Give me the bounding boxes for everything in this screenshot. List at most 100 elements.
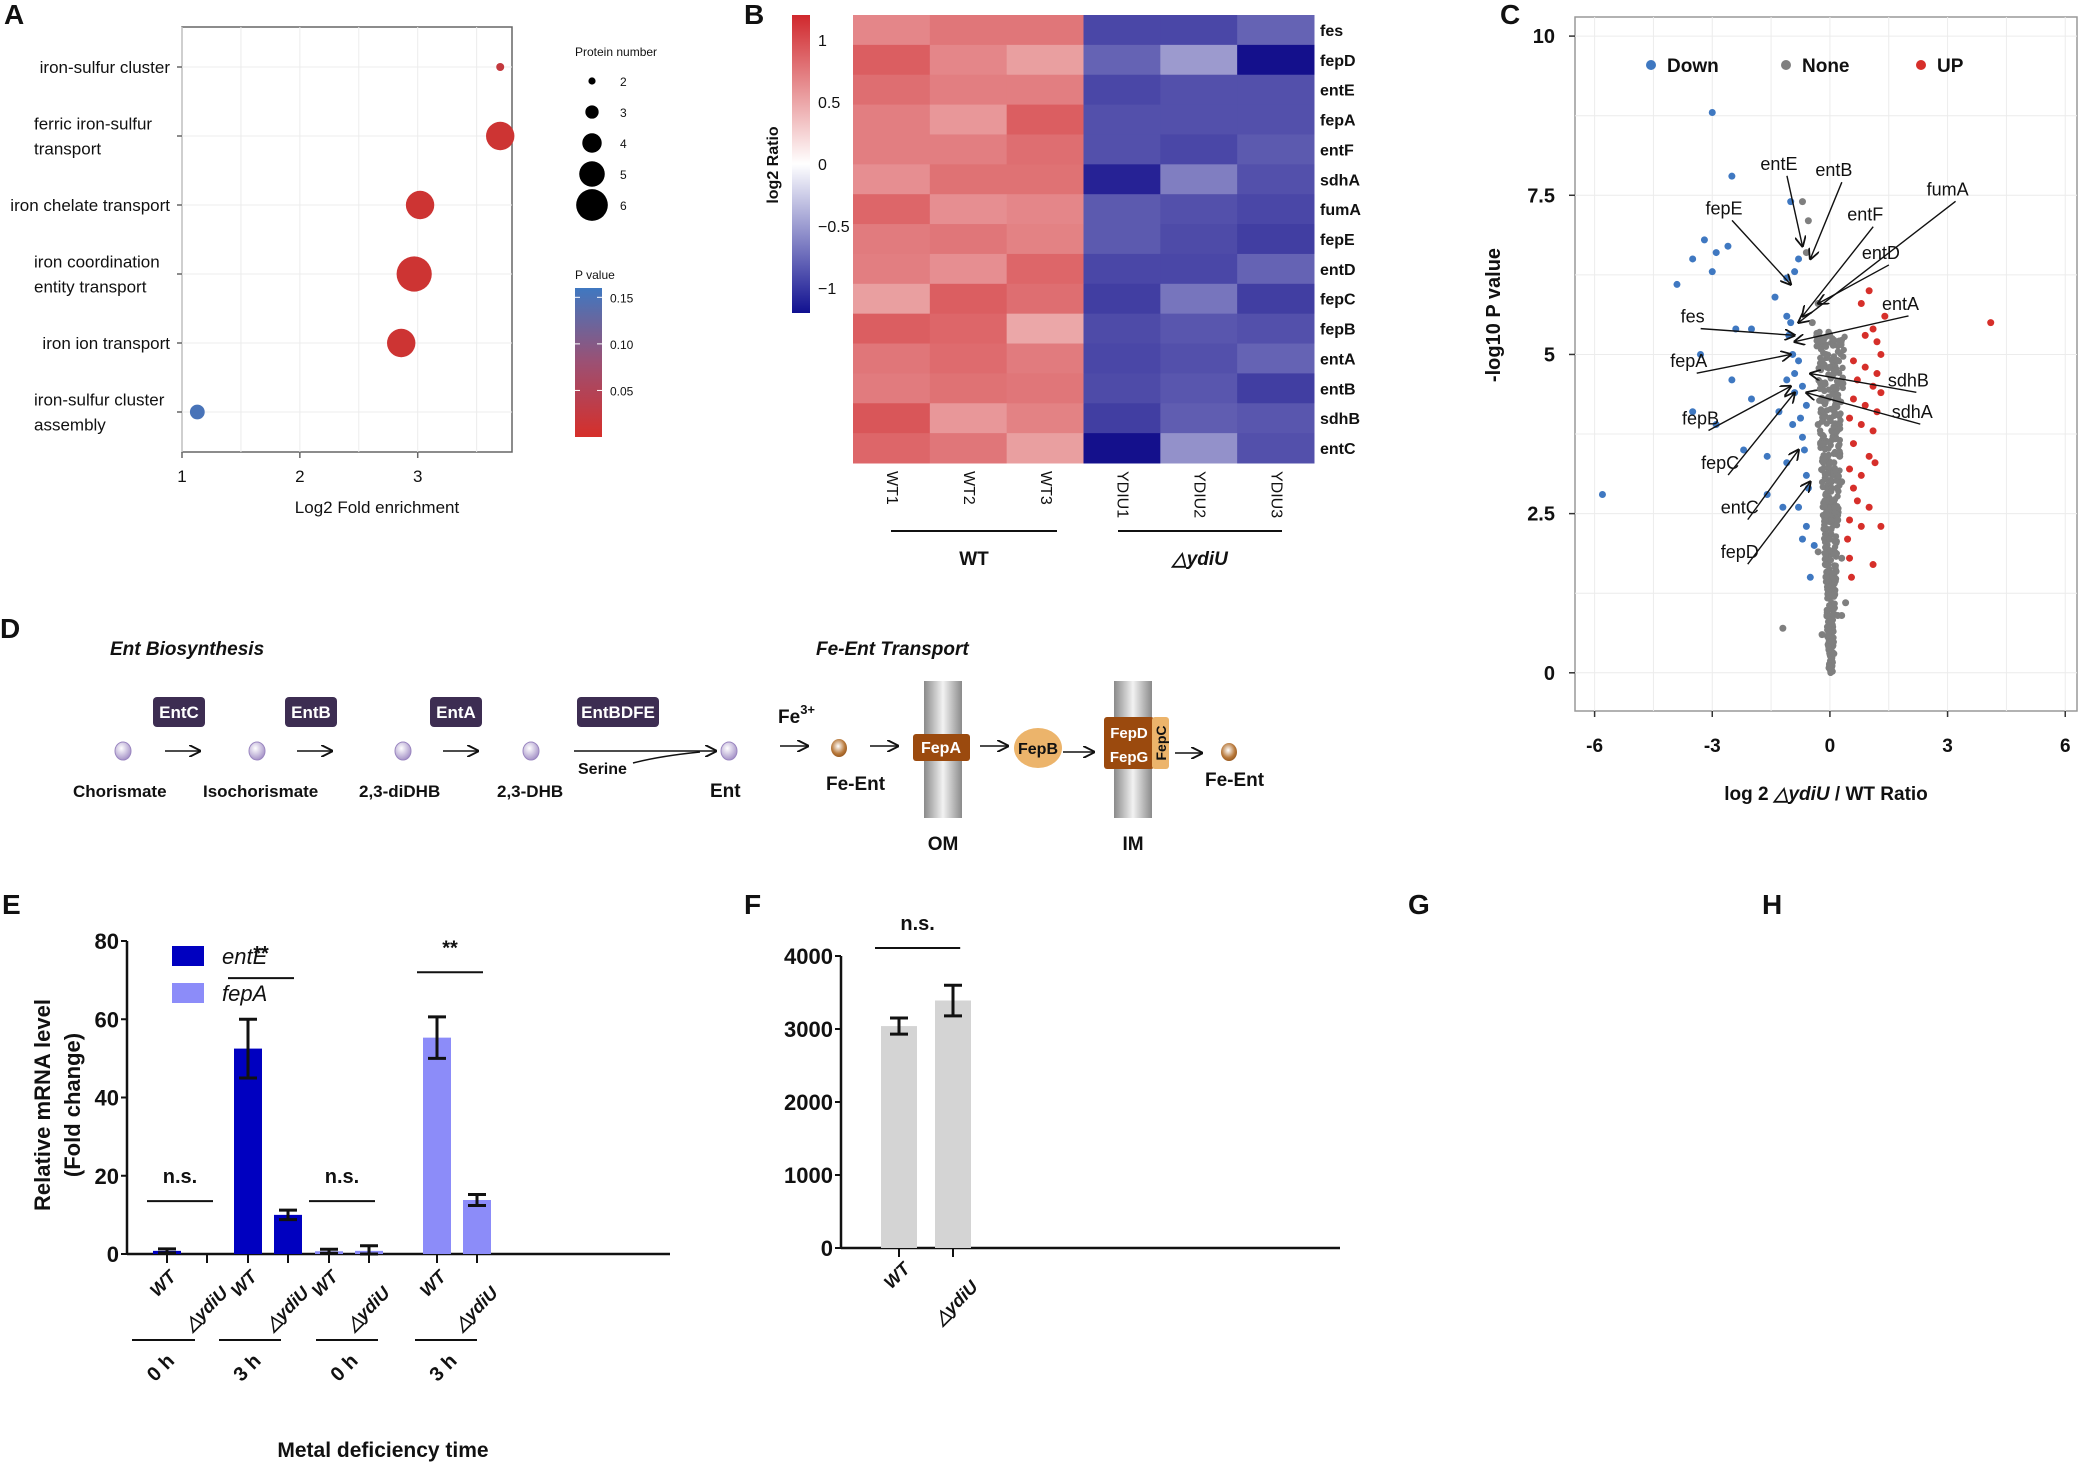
- none-point: [1825, 624, 1832, 631]
- down-point: [1740, 446, 1748, 454]
- heatmap-cell: [1006, 403, 1084, 434]
- up-point: [1861, 401, 1869, 409]
- y-tick-label: 10: [1533, 26, 1555, 48]
- bar: [423, 1037, 451, 1254]
- none-point: [1804, 217, 1812, 225]
- none-point: [1817, 346, 1825, 353]
- panel-label-d: D: [0, 613, 20, 644]
- biosynthesis-title: Ent Biosynthesis: [110, 639, 264, 660]
- heatmap-cell: [929, 313, 1008, 345]
- none-point: [1808, 319, 1816, 327]
- heatmap-cell: [929, 343, 1008, 374]
- heatmap-cell: [853, 44, 931, 76]
- enzyme-entbdfe: EntBDFE: [577, 697, 659, 727]
- legend-label-none: None: [1802, 56, 1850, 77]
- annotation-label: fepB: [1682, 408, 1719, 428]
- column-label: YDIU1: [1114, 471, 1131, 518]
- y-tick-label: iron-sulfur cluster: [34, 391, 165, 410]
- cosubstrate-serine: Serine: [578, 761, 627, 778]
- heatmap-cell: [853, 134, 931, 165]
- group-label: 3 h: [426, 1350, 462, 1386]
- down-point: [1771, 293, 1779, 301]
- down-point: [1798, 433, 1806, 441]
- protein-fepa: [913, 734, 970, 761]
- fe-ent-in-icon: [831, 739, 847, 757]
- heatmap-cell: [853, 74, 931, 106]
- enzyme-enta-label: EntA: [436, 703, 476, 722]
- x-axis-label-prefix: log 2: [1724, 784, 1774, 805]
- bubble-point: [486, 121, 515, 151]
- heatmap-cell: [1006, 253, 1084, 285]
- x-axis-label-suffix: / WT Ratio: [1830, 784, 1928, 805]
- size-legend-label: 5: [620, 168, 627, 182]
- none-point: [1838, 611, 1846, 619]
- none-point: [1830, 370, 1838, 378]
- x-tick-label: 0: [1825, 736, 1836, 757]
- none-point: [1830, 592, 1838, 600]
- up-point: [1857, 420, 1865, 428]
- heatmap-cell: [1083, 15, 1161, 46]
- row-label: fes: [1320, 23, 1343, 40]
- heatmap-cell: [1160, 343, 1238, 374]
- none-point: [1832, 533, 1840, 540]
- compound-chorismate-icon: [114, 741, 132, 761]
- none-point: [1821, 379, 1829, 386]
- up-point: [1857, 300, 1865, 308]
- annotation-label: entA: [1882, 294, 1919, 314]
- annotation-arrow-icon: [1802, 226, 1874, 317]
- none-point: [1827, 488, 1835, 495]
- annotation-label: fepA: [1670, 351, 1707, 371]
- annotation-arrow-icon: [1700, 327, 1795, 336]
- up-point: [1849, 357, 1857, 365]
- none-point: [1826, 535, 1834, 543]
- none-point: [1829, 638, 1836, 645]
- none-point: [1838, 478, 1846, 486]
- color-legend-label: 0.05: [610, 384, 634, 398]
- heatmap-cell: [1237, 194, 1315, 225]
- y-tick-label: 0: [107, 1242, 119, 1267]
- y-tick-label: 80: [95, 929, 119, 954]
- none-point: [1833, 485, 1840, 492]
- enzyme-entc-label: EntC: [159, 703, 199, 722]
- y-tick-label: entity transport: [34, 278, 147, 297]
- annotation-label: entC: [1721, 498, 1759, 518]
- legend-swatch-entE: [172, 946, 204, 966]
- down-point: [1689, 255, 1697, 263]
- none-point: [1831, 448, 1839, 456]
- y-tick-label: ferric iron-sulfur: [34, 115, 152, 134]
- heatmap-cell: [853, 194, 931, 225]
- none-point: [1826, 363, 1833, 371]
- colorbar-tick-label: 0: [818, 157, 827, 174]
- up-point: [1871, 459, 1879, 467]
- y-tick-label: assembly: [34, 416, 106, 435]
- x-tick-label: 6: [2060, 736, 2071, 757]
- annotation-label: entE: [1760, 154, 1797, 174]
- none-point: [1832, 435, 1839, 443]
- size-legend-dot: [588, 77, 596, 85]
- down-point: [1789, 420, 1797, 428]
- up-point: [1881, 312, 1889, 320]
- none-point: [1817, 366, 1825, 374]
- none-point: [1828, 526, 1835, 533]
- column-label: YDIU2: [1191, 471, 1208, 518]
- none-point: [1842, 599, 1850, 607]
- heatmap-cell: [929, 15, 1008, 46]
- heatmap-cell: [1237, 104, 1315, 135]
- heatmap-cell: [929, 194, 1008, 225]
- enzyme-entb-label: EntB: [291, 703, 331, 722]
- none-point: [1831, 543, 1839, 551]
- panel-label-c: C: [1500, 0, 1520, 30]
- none-point: [1831, 504, 1838, 512]
- none-point: [1830, 336, 1838, 344]
- x-axis-label: Log2 Fold enrichment: [295, 498, 460, 517]
- heatmap-cell: [853, 403, 931, 434]
- enzyme-entc: EntC: [153, 697, 205, 727]
- heatmap-cell: [929, 224, 1008, 255]
- annotation-arrow-icon: [1708, 386, 1791, 432]
- up-point: [1877, 389, 1885, 397]
- protein-fepc-label: FepC: [1153, 726, 1169, 761]
- compound-didhb-icon: [394, 741, 412, 761]
- outer-membrane-label: OM: [928, 834, 959, 855]
- none-point: [1838, 554, 1846, 562]
